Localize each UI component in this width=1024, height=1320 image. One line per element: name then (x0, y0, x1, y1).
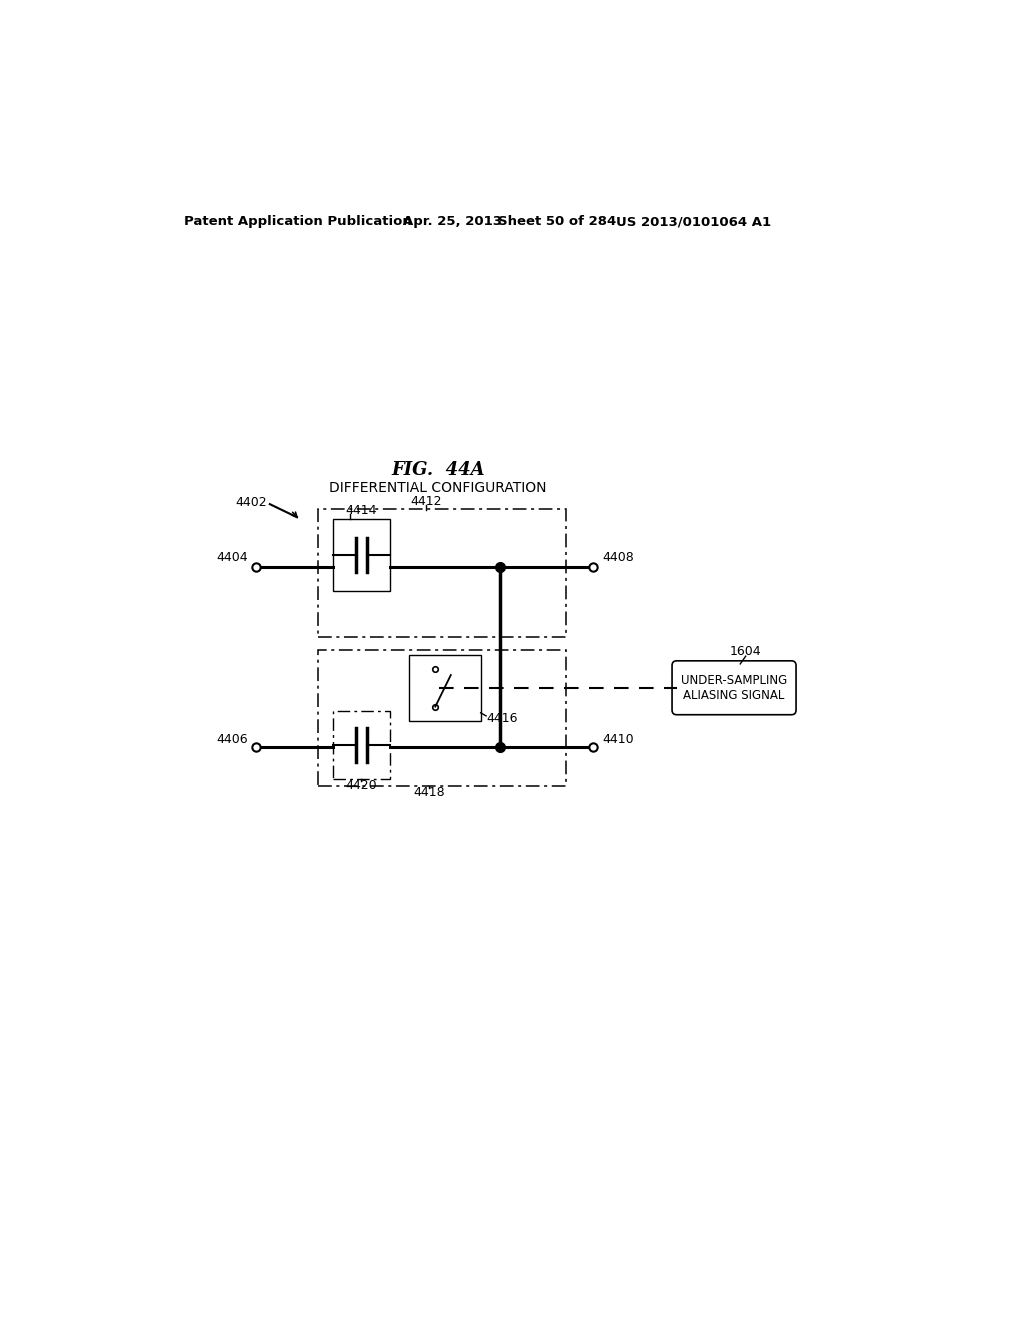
Text: 4412: 4412 (411, 495, 442, 508)
Text: Patent Application Publication: Patent Application Publication (183, 215, 412, 228)
Text: 4402: 4402 (236, 496, 267, 510)
Text: ALIASING SIGNAL: ALIASING SIGNAL (683, 689, 784, 702)
Text: 4406: 4406 (216, 733, 248, 746)
Text: UNDER-SAMPLING: UNDER-SAMPLING (681, 675, 787, 688)
Text: 4404: 4404 (216, 550, 248, 564)
Text: DIFFERENTIAL CONFIGURATION: DIFFERENTIAL CONFIGURATION (330, 480, 547, 495)
Bar (409, 655, 480, 721)
Text: Apr. 25, 2013: Apr. 25, 2013 (403, 215, 502, 228)
Text: 4420: 4420 (345, 779, 377, 792)
Bar (333, 711, 390, 779)
Text: Sheet 50 of 284: Sheet 50 of 284 (499, 215, 616, 228)
Text: 4418: 4418 (413, 787, 444, 800)
Bar (317, 508, 566, 638)
Text: 1604: 1604 (730, 645, 762, 659)
Text: US 2013/0101064 A1: US 2013/0101064 A1 (616, 215, 771, 228)
Text: 4414: 4414 (345, 504, 377, 517)
Bar (333, 519, 390, 591)
Text: 4416: 4416 (486, 713, 517, 726)
Bar (317, 649, 566, 785)
FancyBboxPatch shape (672, 661, 796, 714)
Text: 4410: 4410 (602, 733, 634, 746)
Text: 4408: 4408 (602, 550, 634, 564)
Text: FIG.  44A: FIG. 44A (391, 461, 484, 479)
